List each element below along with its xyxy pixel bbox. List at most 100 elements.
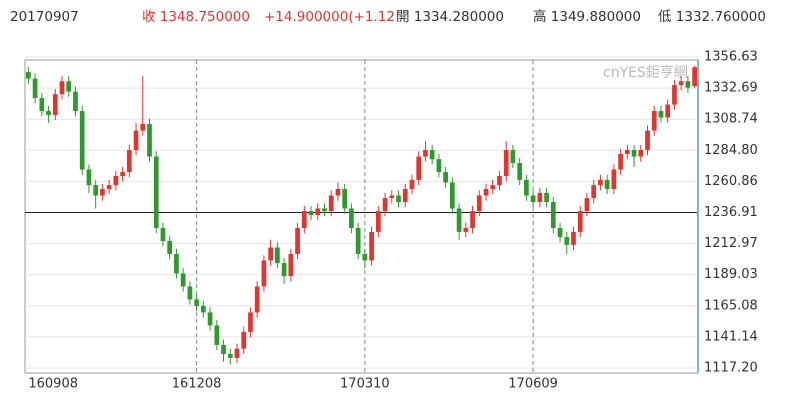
candle-body bbox=[436, 159, 442, 173]
candle-body bbox=[214, 325, 220, 345]
candle-body bbox=[93, 185, 99, 196]
candle-body bbox=[382, 198, 388, 212]
candle-body bbox=[301, 211, 307, 228]
candle-body bbox=[456, 208, 462, 232]
candle-body bbox=[167, 240, 173, 254]
y-tick-label: 1236.91 bbox=[704, 205, 758, 220]
candle-body bbox=[254, 286, 260, 313]
candle-body bbox=[106, 185, 112, 190]
candle-body bbox=[416, 156, 422, 180]
candle-body bbox=[126, 150, 132, 173]
candle-body bbox=[335, 189, 341, 196]
candle-body bbox=[638, 150, 644, 157]
candle-body bbox=[120, 172, 125, 177]
quote-low: 低 1332.760000 bbox=[658, 9, 766, 25]
candle-body bbox=[221, 344, 226, 354]
y-tick-label: 1356.63 bbox=[704, 50, 758, 65]
candle-body bbox=[362, 253, 368, 261]
candle-body bbox=[584, 198, 590, 212]
candle-body bbox=[389, 195, 395, 199]
candle-body bbox=[544, 192, 549, 202]
candle-body bbox=[100, 189, 105, 196]
candle-body bbox=[497, 176, 502, 186]
candle-body bbox=[463, 227, 469, 232]
candle-body bbox=[396, 195, 401, 202]
candle-body bbox=[550, 201, 556, 228]
candle-body bbox=[180, 273, 186, 287]
candle-body bbox=[510, 150, 516, 164]
quote-close: 收 1348.750000 bbox=[142, 9, 250, 25]
candle-body bbox=[678, 81, 684, 86]
candle-body bbox=[113, 176, 119, 186]
candle-body bbox=[281, 263, 287, 277]
candle-body bbox=[591, 185, 597, 199]
candle-body bbox=[147, 124, 152, 157]
candle-body bbox=[423, 150, 428, 157]
candle-body bbox=[658, 111, 664, 118]
quote-high: 高 1349.880000 bbox=[533, 8, 641, 25]
quote-open: 開 1334.280000 bbox=[396, 9, 504, 25]
y-tick-label: 1212.97 bbox=[704, 236, 758, 251]
y-tick-label: 1308.74 bbox=[704, 112, 758, 127]
y-tick-label: 1332.69 bbox=[704, 81, 758, 96]
candle-body bbox=[571, 231, 576, 245]
candle-body bbox=[355, 227, 361, 254]
candle-body bbox=[537, 192, 543, 202]
candle-body bbox=[476, 195, 482, 212]
candle-body bbox=[604, 179, 610, 190]
candle-body bbox=[288, 253, 294, 277]
candle-body bbox=[624, 150, 630, 154]
candle-body bbox=[402, 189, 408, 202]
candle-body bbox=[66, 81, 72, 92]
candle-body bbox=[429, 150, 435, 160]
x-tick-label: 170310 bbox=[340, 377, 390, 392]
candle-body bbox=[248, 312, 253, 332]
candle-body bbox=[577, 211, 583, 232]
y-tick-label: 1165.08 bbox=[704, 298, 758, 313]
quote-date: 20170907 bbox=[10, 9, 79, 25]
candle-body bbox=[227, 353, 233, 358]
candle-body bbox=[275, 247, 280, 264]
candle-body bbox=[672, 85, 677, 105]
candle-body bbox=[651, 111, 657, 131]
candle-body bbox=[46, 111, 51, 115]
candle-body bbox=[241, 331, 247, 349]
x-tick-label: 170609 bbox=[508, 377, 558, 392]
candle-body bbox=[140, 124, 146, 131]
candle-body bbox=[631, 150, 637, 157]
candle-body bbox=[79, 111, 85, 170]
quote-change: +14.900000(+1.12%) bbox=[264, 9, 413, 25]
candle-body bbox=[692, 67, 697, 87]
candle-body bbox=[200, 305, 206, 313]
candle-body bbox=[530, 195, 536, 202]
x-tick-label: 161208 bbox=[172, 377, 222, 392]
candle-body bbox=[685, 81, 691, 88]
candle-body bbox=[39, 98, 45, 112]
y-tick-label: 1141.14 bbox=[704, 329, 758, 344]
candle-body bbox=[328, 195, 334, 212]
candle-body bbox=[665, 104, 671, 118]
candle-body bbox=[564, 237, 570, 245]
candle-body bbox=[443, 172, 448, 183]
candle-body bbox=[449, 182, 455, 209]
candle-body bbox=[133, 130, 139, 151]
candle-body bbox=[483, 189, 489, 196]
candle-body bbox=[369, 231, 374, 261]
candle-body bbox=[524, 179, 529, 196]
candle-body bbox=[207, 312, 213, 326]
candle-body bbox=[470, 211, 475, 228]
candle-body bbox=[73, 91, 78, 112]
candle-body bbox=[194, 299, 199, 306]
candle-body bbox=[268, 247, 274, 261]
candle-body bbox=[349, 208, 354, 228]
candle-body bbox=[86, 169, 92, 186]
candle-body bbox=[503, 150, 509, 177]
candle-body bbox=[322, 208, 327, 212]
y-tick-label: 1117.20 bbox=[704, 361, 758, 376]
candle-body bbox=[32, 78, 38, 99]
candle-body bbox=[618, 153, 623, 170]
candle-body bbox=[611, 169, 617, 190]
candle-body bbox=[187, 286, 193, 300]
